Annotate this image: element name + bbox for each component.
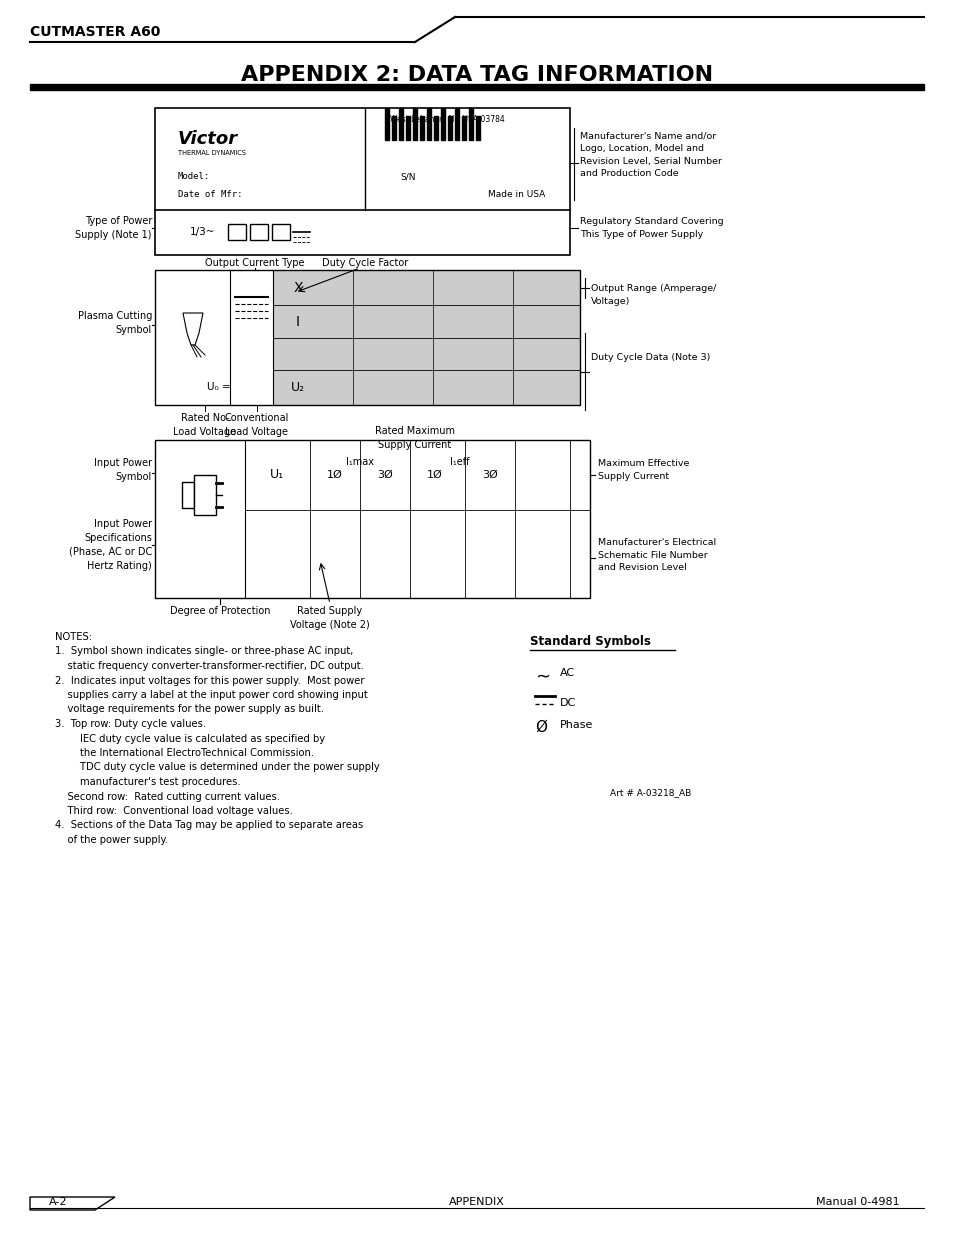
Bar (154, 107, 569, 254)
Text: Date of Mfr:: Date of Mfr: (178, 190, 242, 199)
Text: Phase: Phase (559, 720, 593, 730)
Text: Second row:  Rated cutting current values.: Second row: Rated cutting current values… (55, 792, 280, 802)
Text: Type of Power
Supply (Note 1): Type of Power Supply (Note 1) (75, 216, 152, 240)
Bar (413, 107, 416, 140)
Bar (182, 482, 193, 508)
Text: the International ElectroTechnical Commission.: the International ElectroTechnical Commi… (55, 748, 314, 758)
Text: Output Range (Amperage/
Voltage): Output Range (Amperage/ Voltage) (590, 284, 716, 306)
Text: U₀ =: U₀ = (207, 383, 231, 393)
Text: I₁eff: I₁eff (450, 457, 469, 467)
Bar (228, 224, 246, 240)
Text: Manual 0-4981: Manual 0-4981 (816, 1197, 899, 1207)
Text: Model:: Model: (178, 172, 210, 182)
Text: TDC duty cycle value is determined under the power supply: TDC duty cycle value is determined under… (55, 762, 379, 773)
Text: voltage requirements for the power supply as built.: voltage requirements for the power suppl… (55, 704, 324, 715)
Text: 3Ø: 3Ø (376, 471, 393, 480)
Text: Input Power
Symbol: Input Power Symbol (93, 458, 152, 482)
Text: Standard Symbols: Standard Symbols (530, 635, 650, 648)
Bar (273, 270, 579, 405)
Text: Duty Cycle Factor: Duty Cycle Factor (321, 258, 408, 268)
Text: Plasma Cutting
Symbol: Plasma Cutting Symbol (77, 311, 152, 335)
Bar (385, 107, 389, 140)
Bar (448, 116, 452, 140)
Text: ∼: ∼ (535, 668, 550, 685)
Text: Output Current Type: Output Current Type (205, 258, 304, 268)
Bar (392, 116, 395, 140)
Text: CUTMASTER A60: CUTMASTER A60 (30, 25, 160, 40)
Text: Degree of Protection: Degree of Protection (170, 606, 270, 616)
Text: Rated Supply
Voltage (Note 2): Rated Supply Voltage (Note 2) (290, 606, 370, 630)
Text: Input Power
Specifications
(Phase, AC or DC
Hertz Rating): Input Power Specifications (Phase, AC or… (69, 519, 152, 571)
Text: DC: DC (559, 698, 576, 708)
Text: Maximum Effective
Supply Current: Maximum Effective Supply Current (598, 459, 689, 480)
Bar (154, 440, 589, 598)
Text: 2.  Indicates input voltages for this power supply.  Most power: 2. Indicates input voltages for this pow… (55, 676, 364, 685)
Text: A-2: A-2 (49, 1197, 67, 1207)
Text: THERMAL DYNAMICS: THERMAL DYNAMICS (178, 149, 246, 156)
Bar (398, 107, 402, 140)
Text: supplies carry a label at the input power cord showing input: supplies carry a label at the input powe… (55, 690, 367, 700)
Text: I₁max: I₁max (346, 457, 374, 467)
Text: I: I (295, 315, 299, 329)
Text: Rated Maximum
Supply Current: Rated Maximum Supply Current (375, 426, 455, 450)
Bar (427, 107, 431, 140)
Bar (440, 107, 444, 140)
Text: Regulatory Standard Covering
This Type of Power Supply: Regulatory Standard Covering This Type o… (579, 217, 723, 238)
Bar (193, 475, 215, 515)
Bar (272, 224, 290, 240)
Text: 3.  Top row: Duty cycle values.: 3. Top row: Duty cycle values. (55, 719, 206, 729)
Bar (461, 116, 465, 140)
Polygon shape (30, 1197, 115, 1210)
Text: AC: AC (559, 668, 575, 678)
Text: Made in USA: Made in USA (488, 190, 545, 199)
Text: West Lebanon, NH USA 03784: West Lebanon, NH USA 03784 (390, 115, 504, 124)
Text: Art # A-03218_AB: Art # A-03218_AB (609, 788, 691, 797)
Polygon shape (183, 312, 203, 345)
Text: 4.  Sections of the Data Tag may be applied to separate areas: 4. Sections of the Data Tag may be appli… (55, 820, 363, 830)
Text: 1Ø: 1Ø (327, 471, 342, 480)
Text: APPENDIX: APPENDIX (449, 1197, 504, 1207)
Bar (154, 270, 579, 405)
Text: Third row:  Conventional load voltage values.: Third row: Conventional load voltage val… (55, 806, 293, 816)
Bar (469, 107, 473, 140)
Bar (250, 224, 268, 240)
Text: S/N: S/N (399, 172, 416, 182)
Text: Duty Cycle Data (Note 3): Duty Cycle Data (Note 3) (590, 353, 710, 363)
Bar (455, 107, 458, 140)
Bar (434, 116, 437, 140)
Text: Manufacturer's Electrical
Schematic File Number
and Revision Level: Manufacturer's Electrical Schematic File… (598, 538, 716, 572)
Text: Ø: Ø (535, 720, 546, 735)
Text: NOTES:: NOTES: (55, 632, 91, 642)
Text: X: X (293, 280, 302, 294)
Text: U₁: U₁ (270, 468, 284, 482)
Text: 1/3~: 1/3~ (190, 227, 215, 237)
Bar (406, 116, 410, 140)
Text: Manufacturer's Name and/or
Logo, Location, Model and
Revision Level, Serial Numb: Manufacturer's Name and/or Logo, Locatio… (579, 132, 721, 178)
Text: manufacturer's test procedures.: manufacturer's test procedures. (55, 777, 240, 787)
Text: of the power supply.: of the power supply. (55, 835, 168, 845)
Bar (419, 116, 423, 140)
Text: static frequency converter-transformer-rectifier, DC output.: static frequency converter-transformer-r… (55, 661, 363, 671)
Text: 3Ø: 3Ø (481, 471, 497, 480)
Text: 1.  Symbol shown indicates single- or three-phase AC input,: 1. Symbol shown indicates single- or thr… (55, 646, 353, 657)
Text: APPENDIX 2: DATA TAG INFORMATION: APPENDIX 2: DATA TAG INFORMATION (241, 65, 712, 85)
Text: Conventional
Load Voltage: Conventional Load Voltage (225, 412, 289, 437)
Text: U₂: U₂ (291, 382, 305, 394)
Text: Rated No-
Load Voltage: Rated No- Load Voltage (173, 412, 236, 437)
Bar (30, 84, 923, 90)
Bar (476, 116, 479, 140)
Text: Victor: Victor (178, 130, 238, 148)
Text: IEC duty cycle value is calculated as specified by: IEC duty cycle value is calculated as sp… (55, 734, 325, 743)
Text: 1Ø: 1Ø (427, 471, 442, 480)
